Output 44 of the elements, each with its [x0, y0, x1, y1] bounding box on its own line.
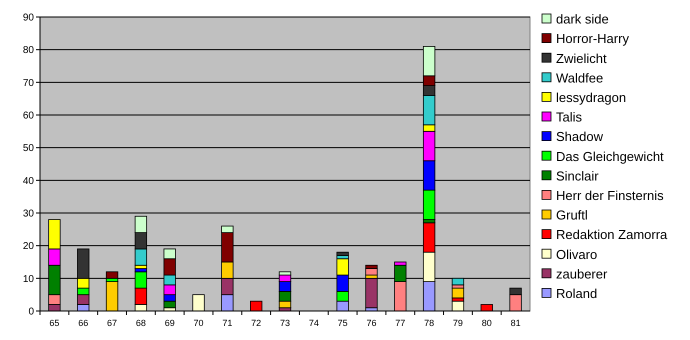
bar — [336, 252, 349, 256]
legend-label: Gruftl — [556, 208, 588, 223]
y-tick-label: 60 — [22, 110, 34, 122]
y-tick-label: 50 — [22, 143, 34, 154]
legend-label: dark side — [556, 12, 609, 27]
y-tick-label: 40 — [22, 176, 34, 187]
legend-label: Das Gleichgewicht — [556, 148, 664, 164]
x-tick-label: 70 — [194, 318, 204, 328]
legend-label: Redaktion Zamorra — [556, 227, 668, 242]
legend-label: Herr der Finsternis — [556, 188, 664, 203]
legend-label: Sinclair — [556, 168, 600, 184]
legend-label: Horror-Harry — [556, 31, 630, 46]
x-tick-label: 80 — [482, 318, 492, 328]
legend-label: Roland — [556, 286, 598, 301]
x-tick-label: 65 — [49, 318, 60, 328]
bar — [452, 288, 464, 298]
x-tick-label: 81 — [510, 318, 521, 328]
y-tick-label: 80 — [22, 45, 34, 56]
x-tick-label: 78 — [424, 318, 434, 328]
x-tick-label: 74 — [308, 318, 319, 328]
x-tick-label: 75 — [338, 318, 348, 328]
x-tick-label: 69 — [164, 318, 175, 328]
y-tick-label: 90 — [22, 12, 34, 24]
legend-label: zauberer — [556, 266, 608, 282]
x-tick-label: 68 — [136, 318, 146, 328]
y-tick-label: 0 — [28, 306, 34, 318]
y-tick-label: 20 — [22, 241, 34, 252]
legend-label: Waldfee — [556, 70, 604, 86]
x-tick-label: 79 — [452, 318, 463, 328]
y-tick-label: 30 — [22, 208, 34, 220]
legend-label: Olivaro — [556, 246, 598, 262]
x-tick-label: 67 — [107, 318, 118, 328]
x-tick-label: 72 — [251, 318, 262, 328]
legend-label: Zwielicht — [556, 50, 607, 66]
x-tick-label: 66 — [78, 318, 88, 328]
x-tick-label: 77 — [395, 318, 406, 328]
legend-label: lessydragon — [556, 90, 626, 105]
legend-label: Talis — [556, 110, 583, 125]
y-tick-label: 10 — [22, 274, 34, 285]
legend-label: Shadow — [556, 129, 604, 144]
x-tick-label: 76 — [366, 318, 376, 328]
x-tick-label: 73 — [280, 318, 290, 328]
y-tick-label: 70 — [22, 78, 34, 89]
x-tick-label: 71 — [222, 318, 232, 328]
